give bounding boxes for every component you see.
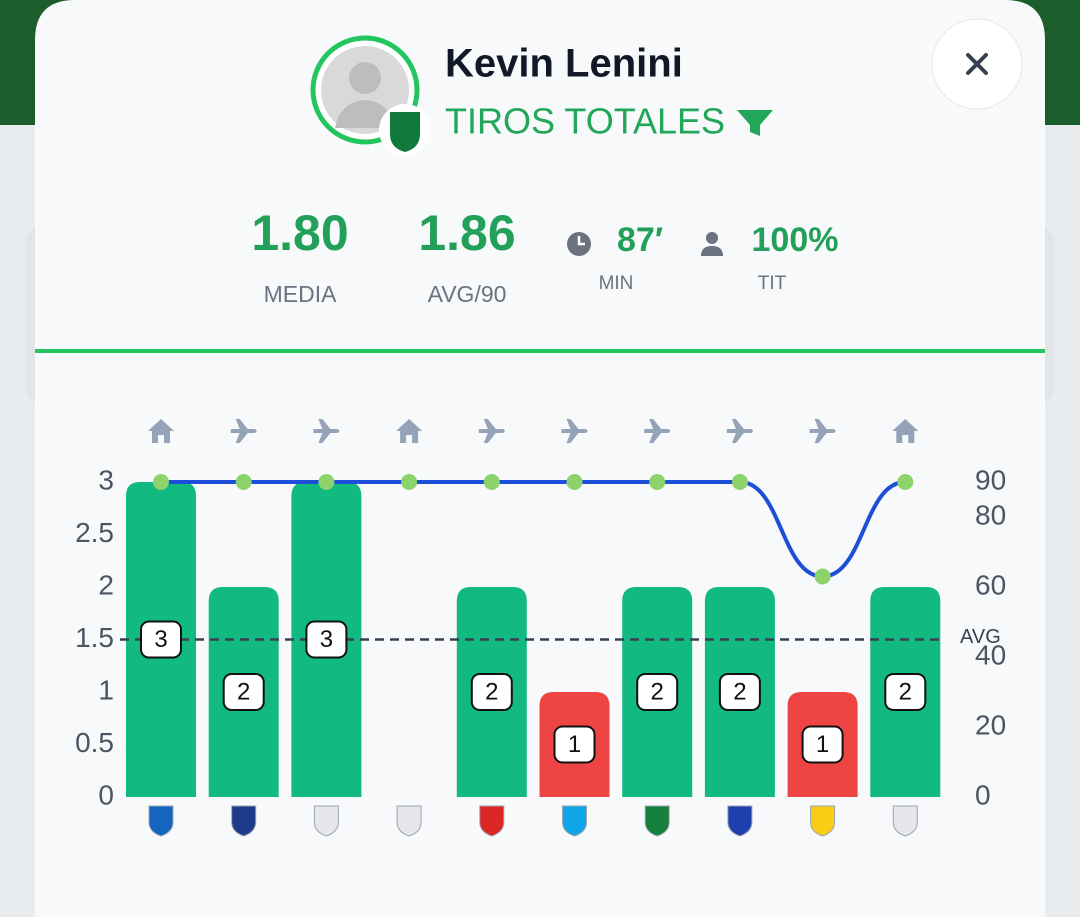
team-logo bbox=[644, 805, 670, 837]
value-label: 2 bbox=[237, 678, 250, 705]
value-label: 3 bbox=[320, 626, 333, 653]
y-tick-label: 0.5 bbox=[75, 727, 114, 758]
filter-icon[interactable] bbox=[737, 110, 773, 136]
team-logo bbox=[148, 805, 174, 837]
divider bbox=[35, 349, 1045, 353]
y-tick-label: 3 bbox=[98, 464, 114, 495]
minutes-point bbox=[731, 474, 748, 490]
avatar-head bbox=[349, 62, 381, 94]
person-icon bbox=[706, 232, 718, 244]
venue-icon bbox=[478, 419, 505, 443]
avatar-body bbox=[335, 100, 395, 128]
value-label: 1 bbox=[568, 731, 581, 758]
team-logo bbox=[396, 805, 422, 837]
value-label: 1 bbox=[816, 731, 829, 758]
stat-value: 1.80 bbox=[251, 205, 348, 261]
club-crest bbox=[390, 112, 420, 152]
value-label-box bbox=[884, 673, 927, 711]
y2-tick-label: 60 bbox=[975, 569, 1006, 600]
minutes-point bbox=[401, 474, 418, 490]
minutes-point bbox=[483, 474, 500, 490]
player-name: Kevin Lenini bbox=[445, 42, 683, 86]
chart: 0 0.5 1 1.5 2 2.5 3 0 20 40 60 80 90 AVG 3 2 3 2 1 2 2 1 2 bbox=[75, 419, 1006, 837]
team-logo bbox=[479, 805, 505, 837]
clock-hand bbox=[577, 236, 585, 246]
stat-label: AVG/90 bbox=[428, 281, 507, 307]
y2-tick-label: 90 bbox=[975, 464, 1006, 495]
close-icon[interactable] bbox=[966, 53, 988, 75]
venue-icon bbox=[230, 419, 257, 443]
y-tick-label: 2 bbox=[98, 569, 114, 600]
value-label-box bbox=[636, 673, 679, 711]
value-label: 2 bbox=[899, 678, 912, 705]
minutes-point bbox=[153, 474, 169, 490]
minutes-point bbox=[566, 474, 583, 490]
venue-icon bbox=[892, 419, 919, 443]
stat-value: 100% bbox=[752, 221, 839, 259]
person-icon bbox=[701, 246, 723, 256]
team-logo bbox=[231, 805, 257, 837]
minutes-line bbox=[161, 479, 906, 579]
value-label-box bbox=[222, 673, 265, 711]
team-logo bbox=[727, 805, 753, 837]
minutes-point bbox=[318, 474, 335, 490]
y2-tick-label: 80 bbox=[975, 499, 1006, 530]
value-label-box bbox=[140, 620, 182, 659]
y-tick-label: 0 bbox=[98, 779, 114, 810]
venue-icon bbox=[148, 419, 174, 443]
y-tick-label: 2.5 bbox=[75, 517, 114, 548]
team-logo bbox=[892, 805, 918, 837]
value-label-box bbox=[305, 620, 348, 659]
stat-value: 87′ bbox=[617, 221, 663, 259]
stat-name[interactable]: TIROS TOTALES bbox=[445, 101, 725, 142]
modal bbox=[35, 0, 1045, 917]
y-tick-label: 1 bbox=[98, 674, 114, 705]
team-logo bbox=[562, 805, 587, 837]
value-label: 2 bbox=[485, 678, 498, 705]
stat-label: MIN bbox=[599, 273, 634, 294]
venue-icon bbox=[313, 419, 340, 443]
value-label-box bbox=[801, 725, 844, 764]
value-label-box bbox=[553, 725, 596, 764]
value-label: 2 bbox=[733, 678, 746, 705]
y2-tick-label: 40 bbox=[975, 639, 1006, 670]
venue-icon bbox=[809, 419, 836, 443]
y2-tick-label: 20 bbox=[975, 709, 1006, 740]
venue-icon bbox=[726, 419, 753, 443]
value-label-box bbox=[470, 673, 513, 711]
stat-label: TIT bbox=[758, 273, 787, 294]
venue-icon bbox=[561, 419, 588, 443]
stat-value: 1.86 bbox=[418, 205, 515, 261]
minutes-point bbox=[897, 474, 914, 490]
team-logo bbox=[810, 805, 836, 837]
y-tick-label: 1.5 bbox=[75, 622, 114, 653]
minutes-point bbox=[649, 474, 666, 490]
value-label-box bbox=[718, 673, 761, 711]
stat-label: MEDIA bbox=[264, 281, 338, 307]
value-label: 2 bbox=[651, 678, 664, 705]
minutes-point bbox=[235, 474, 252, 490]
value-label: 3 bbox=[154, 626, 167, 653]
venue-icon bbox=[396, 419, 423, 443]
venue-icon bbox=[644, 419, 671, 443]
y2-tick-label: 0 bbox=[975, 779, 991, 810]
minutes-point bbox=[814, 568, 831, 585]
avg-label: AVG bbox=[960, 626, 1001, 648]
team-logo bbox=[313, 805, 339, 837]
